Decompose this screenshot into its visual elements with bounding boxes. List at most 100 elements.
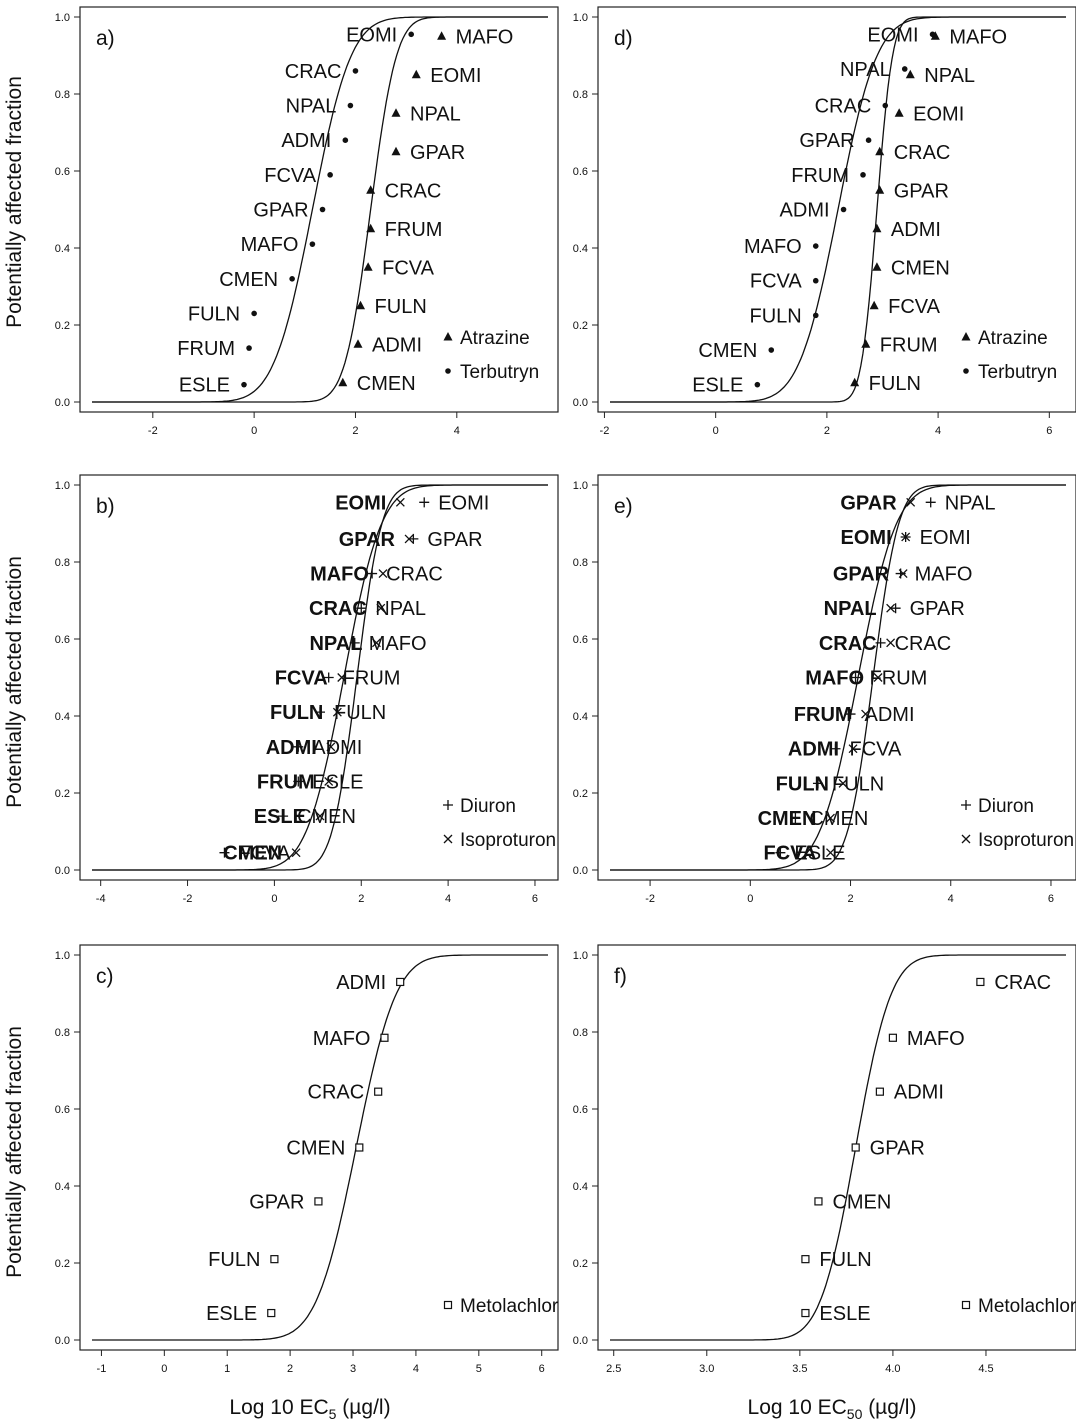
- y-tick-label: 0.6: [573, 166, 588, 178]
- point-label: FRUM: [794, 704, 852, 726]
- legend-label: Atrazine: [460, 328, 530, 349]
- data-point-2: [251, 310, 257, 317]
- panel-label: d): [614, 27, 633, 50]
- data-point-9: [404, 534, 414, 544]
- chart-panel-d: 0.0 0.2 0.4 0.6 0.8 1.0 -2 0 2 4 6 d) FULN FRUM FCVA CM…: [573, 6, 1076, 437]
- x-tick-label: 6: [532, 893, 538, 905]
- fit-curve-isoproturon: [92, 484, 548, 871]
- x-axis-label-left: Log 10 EC5 (µg/l): [229, 1396, 391, 1423]
- legend-entry: Metolachlor: [961, 1296, 1076, 1317]
- data-point-2: [838, 778, 848, 788]
- y-tick-label: 0.8: [55, 89, 70, 101]
- point-label: GPAR: [249, 1191, 304, 1213]
- point-label: CMEN: [297, 806, 356, 828]
- point-label: CMEN: [357, 373, 416, 395]
- data-point-6: [875, 637, 886, 648]
- y-tick-label: 1.0: [573, 480, 588, 492]
- point-label: ADMI: [788, 739, 839, 761]
- y-tick-label: 0.0: [55, 1335, 70, 1347]
- data-point-7: [865, 137, 872, 143]
- data-point-4: [812, 243, 819, 249]
- fit-curve-terbutryn: [92, 16, 548, 403]
- data-point-7: [391, 108, 401, 117]
- point-label: CMEN: [758, 808, 817, 830]
- point-label: MAFO: [949, 26, 1007, 48]
- data-point-8: [905, 69, 915, 79]
- data-point-3: [830, 743, 841, 754]
- panel-label: f): [614, 965, 627, 988]
- point-label: ADMI: [780, 200, 830, 222]
- point-label: NPAL: [375, 598, 426, 620]
- data-point-8: [411, 69, 421, 79]
- data-point-0: [826, 848, 835, 858]
- data-point-4: [309, 241, 316, 247]
- y-tick-label: 1.0: [55, 480, 70, 492]
- point-label: NPAL: [286, 96, 337, 118]
- data-point-4: [315, 707, 325, 718]
- point-label: FULN: [869, 373, 921, 395]
- data-point-6: [396, 977, 405, 987]
- y-tick-label: 0.2: [55, 1258, 70, 1270]
- plot-frame: [79, 6, 559, 413]
- point-label: MAFO: [915, 564, 973, 586]
- point-label: NPAL: [840, 59, 891, 81]
- data-point-2: [812, 312, 819, 319]
- point-label: MAFO: [456, 26, 514, 48]
- data-point-7: [376, 603, 386, 613]
- y-tick-label: 0.6: [55, 1104, 70, 1116]
- y-tick-label: 0.2: [573, 320, 588, 332]
- point-label: CMEN: [223, 843, 282, 865]
- point-label: FULN: [188, 303, 240, 325]
- legend-label: Metolachlor: [978, 1296, 1076, 1317]
- point-label: ESLE: [819, 1303, 870, 1325]
- x-tick-label: -2: [645, 893, 655, 905]
- data-point-6: [349, 637, 360, 648]
- y-tick-label: 0.0: [573, 1335, 588, 1347]
- point-label: CMEN: [809, 808, 868, 830]
- point-label: CRAC: [285, 61, 342, 83]
- panel-label: c): [96, 965, 114, 988]
- y-tick-label: 0.2: [55, 788, 70, 800]
- data-point-7: [356, 603, 367, 614]
- legend-label: Diuron: [978, 796, 1034, 817]
- point-label: MAFO: [369, 633, 427, 655]
- point-label: EOMI: [430, 65, 481, 87]
- x-tick-label: 2: [352, 425, 358, 437]
- y-tick-label: 0.6: [573, 634, 588, 646]
- x-axis-label-right: Log 10 EC50 (µg/l): [747, 1396, 917, 1423]
- data-point-3: [293, 741, 304, 752]
- point-label: ESLE: [312, 771, 363, 793]
- x-tick-label: 3.0: [699, 1363, 714, 1375]
- data-point-3: [363, 262, 373, 271]
- point-label: CMEN: [832, 1191, 891, 1213]
- point-label: ADMI: [266, 737, 317, 759]
- y-tick-label: 0.6: [55, 634, 70, 646]
- x-tick-label: 2: [847, 893, 853, 905]
- fit-curve-isoproturon: [610, 484, 1066, 871]
- data-point-6: [327, 172, 333, 178]
- y-tick-label: 0.0: [573, 397, 588, 409]
- data-point-legend: [961, 800, 971, 810]
- data-point-0: [801, 1308, 810, 1318]
- data-point-8: [378, 569, 388, 579]
- point-label: MAFO: [744, 236, 802, 258]
- x-tick-label: -4: [96, 893, 106, 905]
- point-label: GPAR: [840, 492, 897, 514]
- data-point-0: [754, 381, 761, 388]
- point-label: ESLE: [179, 375, 230, 397]
- y-tick-label: 0.8: [55, 557, 70, 569]
- data-point-9: [901, 532, 911, 542]
- point-label: EOMI: [438, 492, 489, 514]
- point-label: ADMI: [281, 130, 331, 152]
- point-label: CRAC: [386, 564, 443, 586]
- legend-label: Metolachlor: [460, 1296, 559, 1317]
- point-label: FRUM: [870, 668, 928, 690]
- data-point-3: [355, 1143, 364, 1152]
- data-point-5: [888, 1033, 898, 1042]
- data-point-3: [848, 744, 858, 754]
- y-axis-label-a: Potentially affected fraction: [3, 76, 26, 328]
- point-label: FULN: [832, 773, 884, 795]
- point-label: FCVA: [238, 843, 291, 865]
- data-point-5: [380, 1033, 389, 1042]
- data-point-7: [886, 603, 896, 613]
